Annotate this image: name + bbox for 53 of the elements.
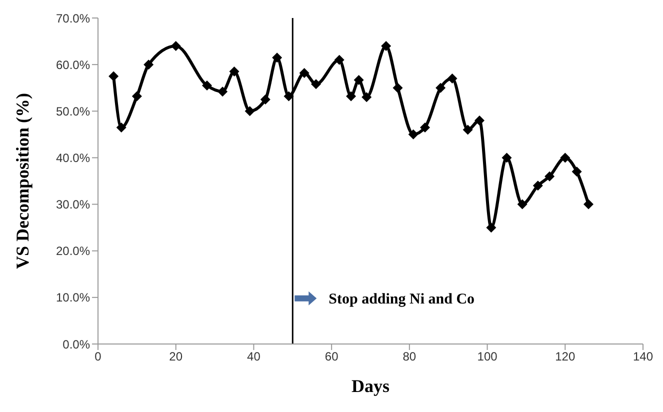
- point: [517, 199, 528, 210]
- point: [334, 54, 344, 65]
- x-tick-label: 100: [477, 350, 498, 364]
- x-tick-label: 60: [324, 350, 339, 364]
- ref-line-label: Stop adding Ni and Co: [328, 291, 475, 308]
- point: [311, 79, 321, 90]
- point: [218, 86, 228, 97]
- y-tick-label: 50.0%: [56, 104, 90, 118]
- point: [244, 106, 255, 116]
- x-tick-label: 140: [632, 350, 654, 364]
- point: [572, 166, 582, 177]
- point: [144, 60, 154, 70]
- point: [584, 199, 594, 210]
- point: [420, 122, 430, 132]
- point: [392, 82, 403, 93]
- point: [560, 152, 570, 163]
- point: [486, 222, 496, 233]
- point: [272, 52, 282, 63]
- point: [354, 74, 364, 85]
- point: [299, 68, 310, 78]
- point: [170, 40, 181, 51]
- x-tick-label: 80: [402, 350, 416, 364]
- point: [116, 122, 126, 132]
- point: [362, 92, 372, 102]
- point: [284, 91, 294, 102]
- x-tick-label: 20: [169, 350, 183, 364]
- point: [532, 180, 543, 191]
- y-tick-label: 10.0%: [56, 290, 90, 305]
- point: [202, 80, 212, 91]
- y-tick-label: 30.0%: [56, 198, 90, 212]
- x-tick-label: 40: [247, 350, 261, 364]
- point: [502, 152, 512, 163]
- point: [260, 94, 270, 104]
- point: [108, 71, 119, 82]
- x-tick-label: 0: [94, 350, 102, 364]
- point: [462, 124, 473, 135]
- y-tick-label: 40.0%: [56, 150, 90, 165]
- point: [381, 40, 392, 51]
- point: [474, 115, 484, 126]
- point: [436, 82, 446, 93]
- y-tick-label: 20.0%: [56, 244, 90, 258]
- y-tick-label: 60.0%: [56, 58, 90, 72]
- point: [132, 91, 142, 102]
- point: [229, 66, 240, 77]
- x-axis-title: Days: [351, 376, 390, 396]
- y-tick-label: 70.0%: [56, 11, 90, 26]
- y-axis-title: VS Decomposition (%): [12, 93, 32, 269]
- point: [544, 171, 555, 182]
- x-tick-label: 120: [555, 350, 576, 364]
- point: [447, 74, 458, 84]
- point: [346, 91, 356, 102]
- y-tick-label: 0.0%: [62, 337, 90, 352]
- point: [408, 129, 418, 140]
